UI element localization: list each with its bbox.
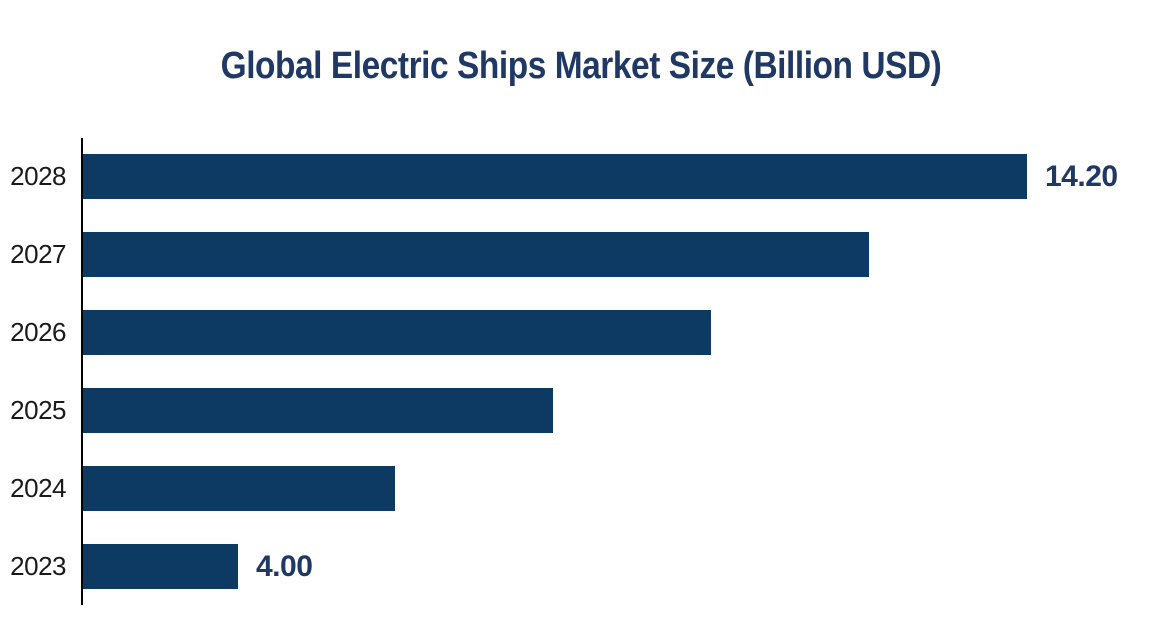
bar <box>83 232 869 277</box>
plot-area: 2028 14.20 2027 2026 2025 2024 2023 4.00 <box>0 138 1162 605</box>
category-label: 2027 <box>10 239 66 269</box>
bar-row: 2026 <box>0 310 1162 355</box>
y-axis-line <box>81 138 83 605</box>
bar <box>83 388 553 433</box>
chart-title: Global Electric Ships Market Size (Billi… <box>220 45 942 87</box>
bar-row: 2023 4.00 <box>0 544 1162 589</box>
category-label: 2024 <box>10 473 66 503</box>
value-label: 14.20 <box>1045 160 1118 193</box>
category-label: 2028 <box>10 161 66 191</box>
bar <box>83 466 395 511</box>
value-label: 4.00 <box>256 550 313 583</box>
category-label: 2025 <box>10 395 66 425</box>
bar-row: 2024 <box>0 466 1162 511</box>
bar-row: 2028 14.20 <box>0 154 1162 199</box>
bar-row: 2025 <box>0 388 1162 433</box>
category-label: 2023 <box>10 551 66 581</box>
category-label: 2026 <box>10 317 66 347</box>
bar-row: 2027 <box>0 232 1162 277</box>
bar <box>83 310 711 355</box>
bar <box>83 544 238 589</box>
bar <box>83 154 1027 199</box>
